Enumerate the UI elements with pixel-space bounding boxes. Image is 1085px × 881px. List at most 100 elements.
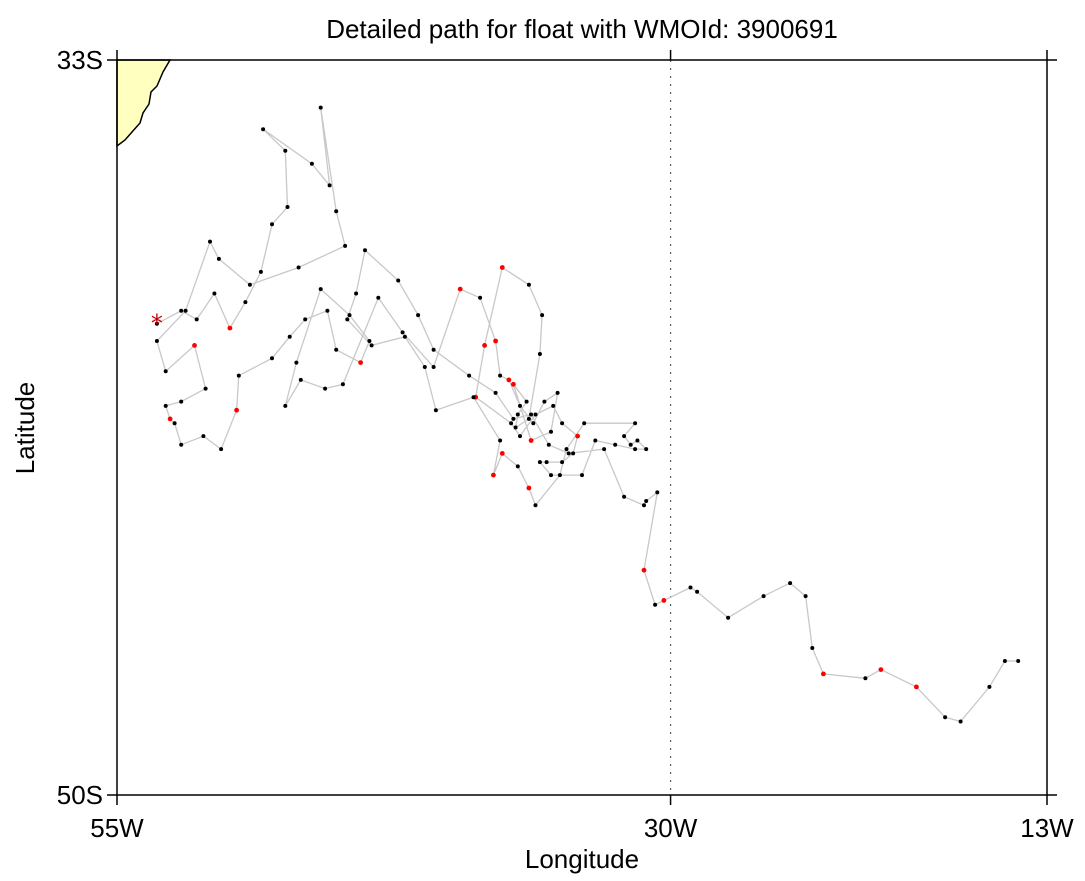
track-point [287, 334, 292, 339]
track-point [431, 365, 436, 369]
track-point [688, 585, 693, 590]
track-point [309, 161, 314, 166]
track-point [633, 447, 638, 452]
track-point [761, 594, 766, 599]
track-point [622, 494, 627, 499]
track-point [318, 287, 323, 292]
track-point [511, 416, 516, 421]
track-point [247, 282, 252, 287]
track-point [283, 403, 288, 408]
track-point [493, 390, 498, 395]
track-point [633, 421, 638, 426]
track-point [622, 434, 627, 439]
track-point [546, 442, 551, 447]
track-point [270, 356, 274, 361]
track-point [549, 473, 553, 478]
track-point [580, 473, 584, 478]
track-point [212, 291, 217, 296]
track-point [943, 715, 948, 720]
track-point [526, 416, 531, 421]
track-point [201, 434, 206, 439]
track-point [402, 334, 407, 339]
track-point [236, 373, 241, 378]
track-point [533, 412, 538, 417]
track-point [628, 442, 633, 447]
track-point [345, 317, 350, 322]
start-marker-group: * [151, 310, 163, 338]
track-point [613, 442, 618, 447]
track-point [803, 594, 808, 599]
track-point [560, 421, 565, 426]
start-marker-asterisk: * [151, 310, 163, 338]
track-point [376, 295, 381, 300]
track-point [343, 243, 348, 248]
track-point [258, 269, 263, 274]
y-axis: 33S 50S [57, 45, 1057, 810]
track-point [513, 425, 518, 430]
track-point [334, 209, 339, 214]
track-point [635, 438, 640, 443]
track-point [1002, 659, 1007, 663]
track-point-red [526, 485, 532, 491]
track-point-red [641, 567, 647, 573]
track-point [571, 451, 576, 456]
track-point [566, 451, 571, 456]
track-point [531, 421, 536, 426]
track-point [396, 278, 401, 283]
land-coastline [116, 59, 172, 148]
track-point [695, 589, 700, 594]
track-point [154, 339, 159, 343]
x-tick-label: 55W [90, 813, 144, 843]
track-point-red [491, 472, 496, 478]
track-point [283, 148, 288, 153]
track-point [294, 360, 299, 365]
track-point [515, 412, 520, 417]
track-point [551, 403, 556, 408]
track-point-red [457, 286, 463, 292]
track-point [219, 447, 224, 452]
track-point [542, 399, 547, 404]
track-point [958, 719, 963, 724]
track-point-red [167, 416, 173, 422]
track-point [518, 403, 522, 408]
track-point [509, 421, 514, 426]
track-point [303, 317, 308, 322]
track-point-red [661, 598, 667, 603]
track-point [1016, 659, 1021, 663]
track-point [416, 313, 421, 318]
track-point-red [499, 451, 505, 456]
x-axis-label: Longitude [525, 844, 639, 874]
track-point [363, 248, 367, 253]
track-point [422, 365, 427, 369]
track-point [467, 373, 472, 378]
track-point [602, 447, 607, 452]
track-point [285, 205, 290, 209]
track-point [653, 602, 658, 607]
track-point [334, 347, 339, 352]
track-point [544, 460, 549, 465]
track-point [261, 127, 266, 132]
track-point [498, 438, 503, 443]
track-point [582, 421, 587, 426]
track-point [478, 295, 483, 300]
track-point-red [914, 684, 919, 690]
track-point [367, 339, 372, 343]
track-point [557, 473, 562, 478]
track-point [354, 291, 359, 296]
track-point [431, 347, 436, 352]
track-point [163, 369, 168, 374]
track-point-red [878, 667, 884, 672]
y-tick-label: 50S [57, 780, 103, 810]
track-point [194, 317, 199, 322]
track-point-red [499, 265, 505, 270]
track-point [655, 490, 660, 495]
track-point [529, 412, 534, 417]
track-point [810, 646, 815, 650]
track-point-red [358, 360, 363, 365]
track-point [644, 447, 649, 452]
track-point-red [528, 438, 534, 443]
track-point [564, 447, 569, 452]
y-tick-label: 33S [57, 45, 103, 75]
track-point-red [227, 325, 233, 331]
